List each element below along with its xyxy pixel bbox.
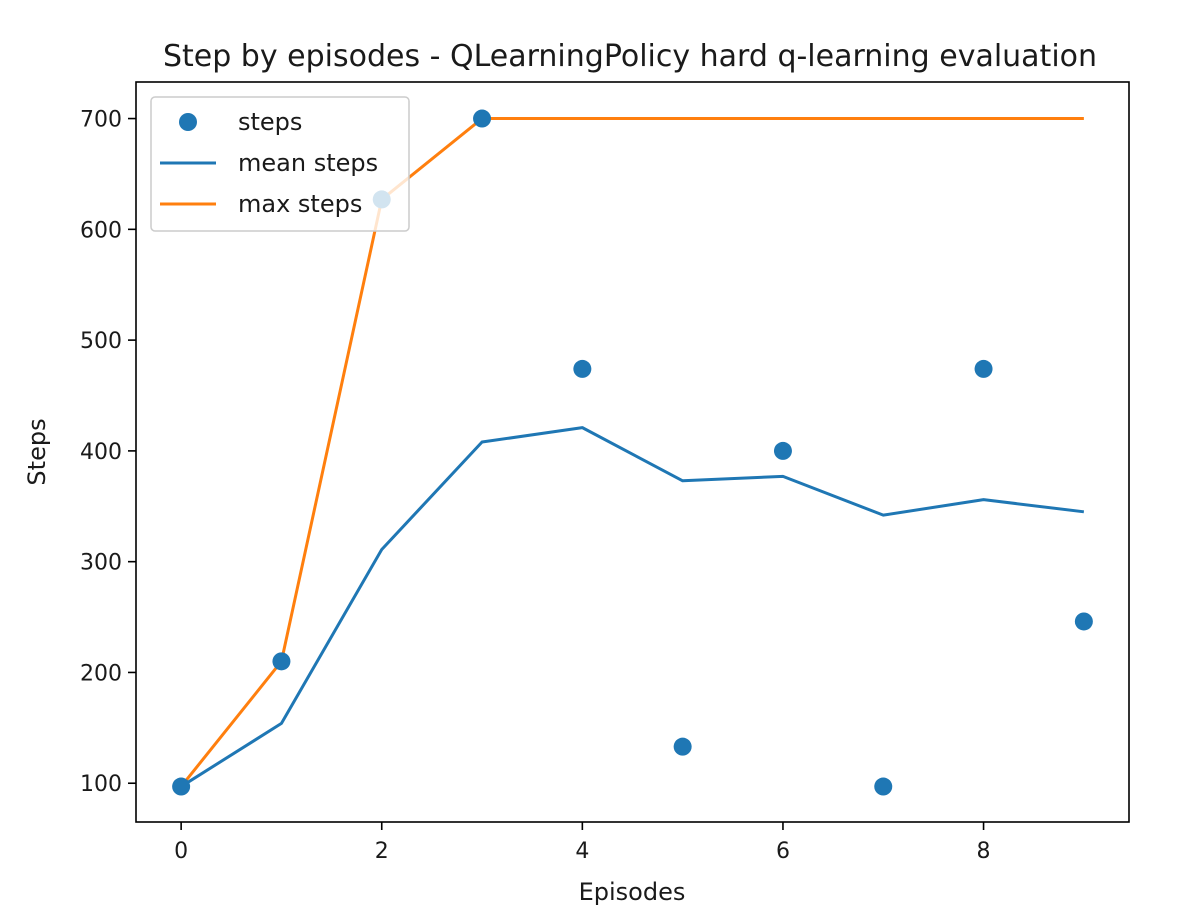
legend: steps mean steps max steps: [150, 96, 410, 232]
data-point: [172, 777, 191, 796]
data-point: [974, 359, 993, 378]
x-tick-label: 6: [776, 839, 790, 864]
y-tick-label: 700: [80, 108, 122, 133]
series-line-max-steps: [179, 117, 1084, 788]
legend-label: steps: [238, 108, 302, 136]
y-tick-label: 300: [80, 551, 122, 576]
legend-label: max steps: [238, 190, 362, 218]
y-tick-label: 200: [80, 661, 122, 686]
data-point: [673, 737, 692, 756]
y-axis-label: Steps: [23, 418, 51, 485]
data-point: [874, 777, 893, 796]
legend-box: [150, 96, 410, 232]
data-point: [272, 652, 291, 671]
series-line-mean-steps: [180, 426, 1085, 788]
data-point: [573, 359, 592, 378]
data-point: [773, 441, 792, 460]
ticks: 0 2 4 6 8 100 200 300 400 500 600 700: [80, 108, 991, 864]
x-axis-label: Episodes: [579, 878, 686, 906]
data-point: [1074, 612, 1093, 631]
x-tick-label: 8: [977, 839, 991, 864]
y-tick-label: 400: [80, 440, 122, 465]
x-tick-label: 4: [575, 839, 589, 864]
data-point: [473, 109, 492, 128]
x-tick-label: 0: [174, 839, 188, 864]
y-tick-label: 600: [80, 218, 122, 243]
x-tick-label: 2: [375, 839, 389, 864]
y-tick-label: 100: [80, 772, 122, 797]
legend-marker: [179, 113, 197, 131]
legend-label: mean steps: [238, 149, 378, 177]
chart-title: Step by episodes - QLearningPolicy hard …: [163, 39, 1097, 74]
axes-frame: [135, 81, 1130, 823]
plot-area: [172, 109, 1093, 796]
y-tick-label: 500: [80, 329, 122, 354]
